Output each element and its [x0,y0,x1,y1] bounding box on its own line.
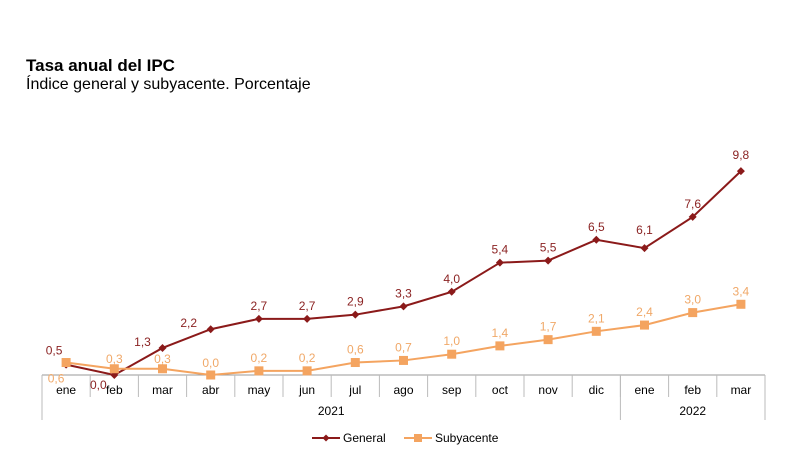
data-label: 1,0 [443,334,460,348]
data-label: 2,2 [180,316,197,330]
data-label: 2,1 [588,311,605,325]
x-tick-label: jul [348,383,361,397]
data-label: 0,7 [395,340,412,354]
data-point [592,235,601,244]
data-label: 4,0 [443,272,460,286]
data-point [736,167,745,176]
data-point [158,343,167,352]
data-label: 2,7 [299,299,316,313]
data-label: 2,4 [636,305,653,319]
data-label: 3,4 [733,284,750,298]
legend-marker [322,434,330,442]
data-point [640,244,649,253]
x-tick-label: sep [442,383,462,397]
x-tick-label: feb [106,383,123,397]
data-label: 0,2 [299,351,316,365]
x-tick-label: oct [492,383,509,397]
data-label: 3,3 [395,286,412,300]
data-label: 0,3 [106,352,123,366]
chart-title: Tasa anual del IPC [26,56,175,75]
data-point [61,358,71,368]
data-label: 0,6 [347,343,364,357]
x-tick-label: mar [731,383,752,397]
year-label: 2022 [679,404,706,418]
x-tick-label: ago [393,383,413,397]
data-label: 6,5 [588,220,605,234]
legend-label: General [343,431,386,445]
x-tick-label: nov [538,383,557,397]
year-label: 2021 [318,404,345,418]
data-point [351,310,360,319]
data-label: 0,5 [46,344,63,358]
data-label: 0,0 [202,356,219,370]
data-label: 2,7 [251,299,268,313]
data-point [447,287,456,296]
data-point [206,325,215,334]
data-label: 0,0 [90,378,107,392]
data-point [495,341,505,351]
data-label: 0,2 [251,351,268,365]
data-point [543,335,553,345]
legend-label: Subyacente [435,431,499,445]
data-point [206,370,216,380]
data-point [303,314,312,323]
data-point [736,299,746,309]
data-point [109,364,119,374]
x-tick-label: may [248,383,271,397]
data-point [254,366,264,376]
x-tick-label: feb [684,383,701,397]
x-tick-label: jun [298,383,315,397]
data-point [688,212,697,221]
data-point [158,364,167,374]
data-point [640,320,649,330]
data-label: 0,3 [154,352,171,366]
data-point [350,358,360,368]
data-label: 1,4 [492,326,509,340]
data-point [688,308,698,318]
x-tick-label: ene [56,383,76,397]
x-tick-label: dic [589,383,604,397]
data-label: 1,7 [540,320,557,334]
data-label: 2,9 [347,295,364,309]
x-tick-label: mar [152,383,173,397]
data-label: 5,4 [492,243,509,257]
data-label: 1,3 [134,335,151,349]
data-point [544,256,553,265]
data-label: 7,6 [684,197,701,211]
x-tick-label: ene [634,383,654,397]
data-point [302,366,312,376]
data-label: 5,5 [540,241,557,255]
data-label: 3,0 [684,293,701,307]
chart-subtitle: Índice general y subyacente. Porcentaje [26,76,311,93]
data-point [591,326,601,336]
data-label: 9,8 [733,148,750,162]
data-point [447,349,457,359]
data-point [399,302,408,311]
data-label: 6,1 [636,223,653,237]
x-tick-label: abr [202,383,219,397]
data-point [495,258,504,267]
data-point [254,314,263,323]
data-point [399,355,408,365]
data-label: 0,6 [48,372,65,386]
legend-marker [414,434,422,442]
